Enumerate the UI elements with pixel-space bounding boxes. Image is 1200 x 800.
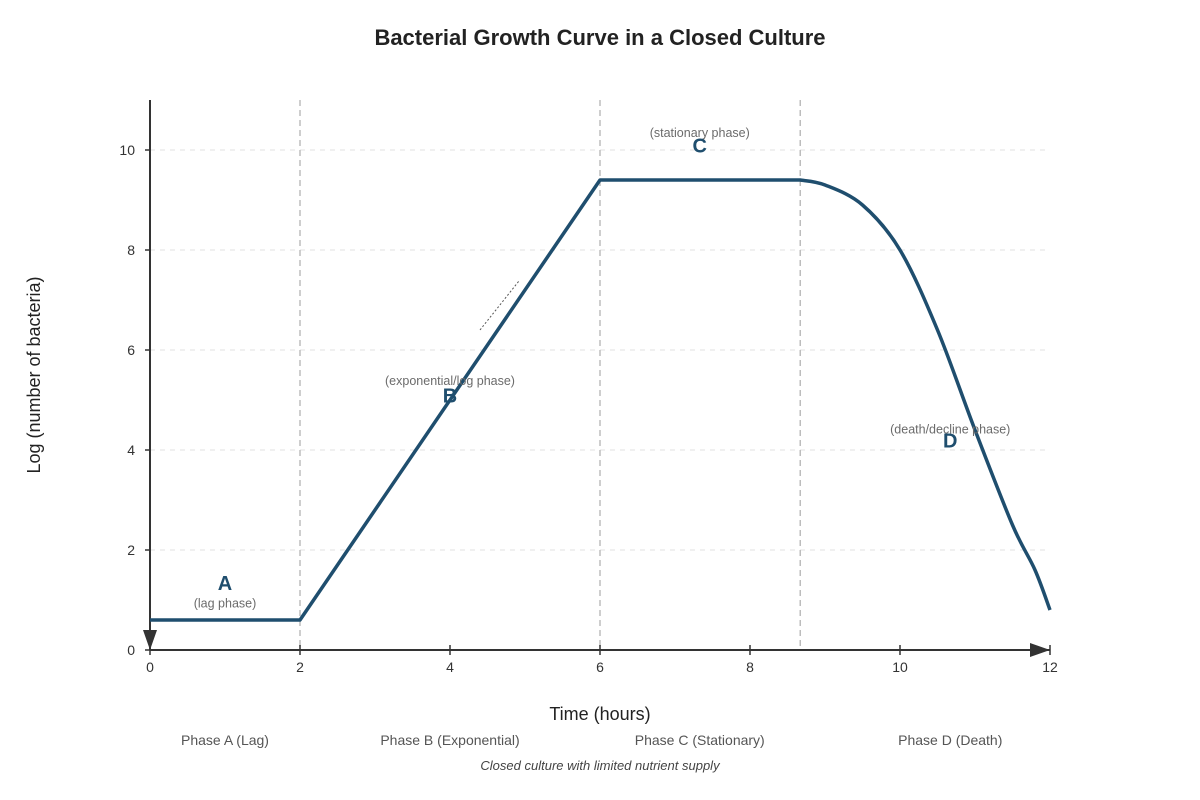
y-tick-label: 10 <box>119 142 135 158</box>
phase-note: (exponential/log phase) <box>385 374 515 388</box>
y-tick-label: 6 <box>127 342 135 358</box>
phase-captions: Phase A (Lag) Phase B (Exponential) Phase … <box>181 732 1002 748</box>
x-tick-label: 0 <box>146 659 154 675</box>
x-tick-label: 2 <box>296 659 304 675</box>
x-tick-label: 10 <box>892 659 908 675</box>
chart-title: Bacterial Growth Curve in a Closed Cultu… <box>374 25 825 50</box>
phase-letter: D <box>943 431 957 453</box>
phase-caption: Phase B (Exponential) <box>380 732 519 748</box>
y-tick-label: 0 <box>127 642 135 658</box>
phase-caption: Phase C (Stationary) <box>635 732 765 748</box>
growth-curve-line <box>150 178 1052 622</box>
phase-note: (lag phase) <box>194 597 257 611</box>
y-axis-arrowhead <box>143 630 157 650</box>
slope-indicator <box>479 279 521 331</box>
y-tick-label: 8 <box>127 242 135 258</box>
x-tick-label: 8 <box>746 659 754 675</box>
phase-letter: C <box>693 136 707 158</box>
phase-boundaries <box>299 100 801 650</box>
phase-note: (stationary phase) <box>650 126 750 140</box>
phase-letter: A <box>218 573 232 595</box>
phase-letter: B <box>443 386 457 408</box>
phase-caption: Phase D (Death) <box>898 732 1002 748</box>
x-axis-arrowhead <box>1030 643 1050 657</box>
x-axis-ticks: 0 2 4 6 8 10 12 <box>146 645 1058 675</box>
x-axis-title: Time (hours) <box>549 704 650 724</box>
growth-curve <box>150 178 1052 622</box>
x-tick-label: 6 <box>596 659 604 675</box>
footnote: Closed culture with limited nutrient sup… <box>480 758 721 773</box>
y-axis-title: Log (number of bacteria) <box>24 276 44 473</box>
phase-annotations: (lag phase) A (exponential/log phase)B (sta… <box>194 126 1011 611</box>
x-tick-label: 12 <box>1042 659 1058 675</box>
y-axis-ticks: 0 2 4 6 8 10 <box>119 142 150 658</box>
x-tick-label: 4 <box>446 659 454 675</box>
y-tick-label: 2 <box>127 542 135 558</box>
y-tick-label: 4 <box>127 442 135 458</box>
phase-note: (death/decline phase) <box>890 423 1010 437</box>
phase-caption: Phase A (Lag) <box>181 732 269 748</box>
